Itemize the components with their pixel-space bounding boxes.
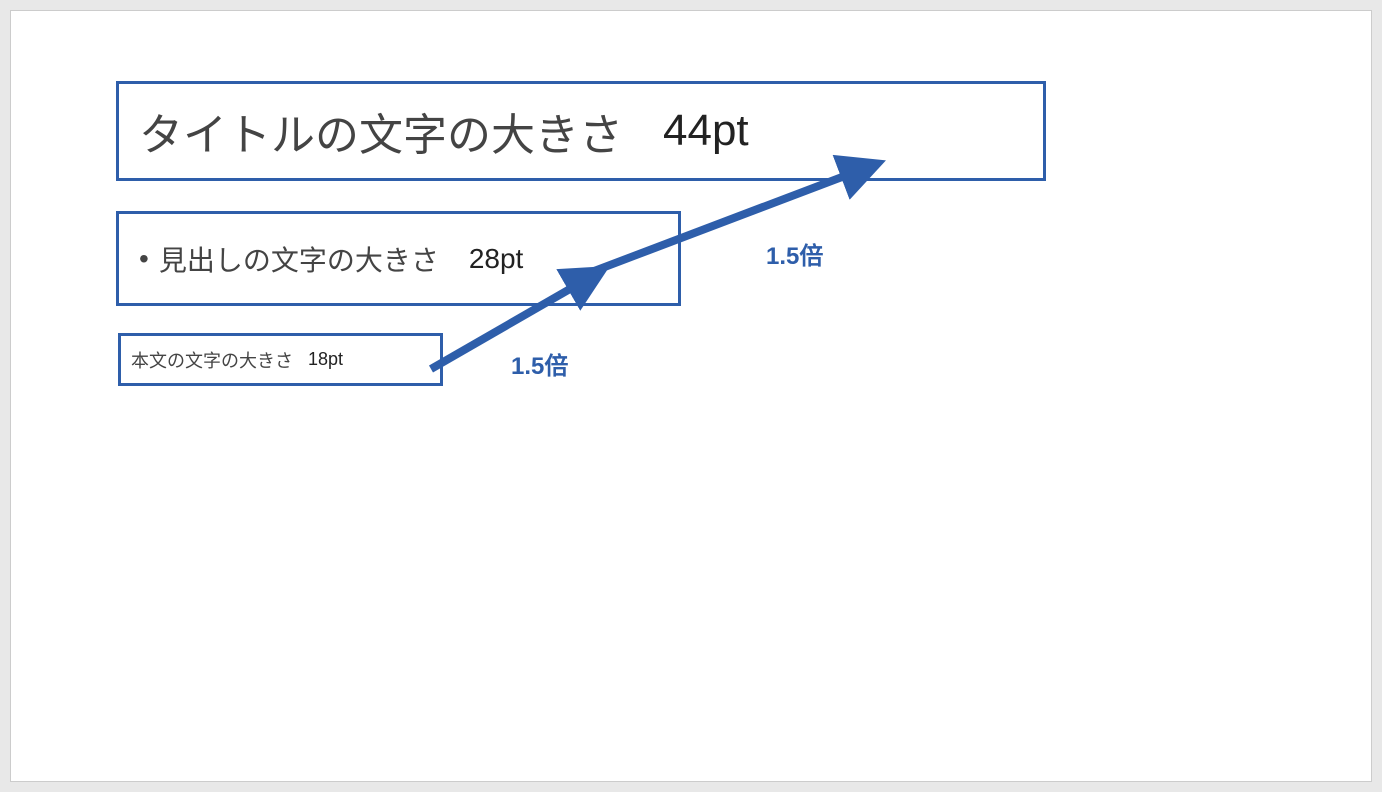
- slide-canvas: タイトルの文字の大きさ 44pt • 見出しの文字の大きさ 28pt 本文の文字…: [10, 10, 1372, 782]
- body-size: 18pt: [308, 349, 343, 370]
- body-label: 本文の文字の大きさ: [131, 347, 293, 373]
- title-label: タイトルの文字の大きさ: [139, 99, 623, 163]
- heading-bullet: •: [139, 243, 149, 275]
- ratio-label-1: 1.5倍: [766, 236, 823, 271]
- heading-label: 見出しの文字の大きさ: [159, 239, 439, 279]
- body-box: 本文の文字の大きさ 18pt: [118, 333, 443, 386]
- ratio-label-2: 1.5倍: [511, 346, 568, 381]
